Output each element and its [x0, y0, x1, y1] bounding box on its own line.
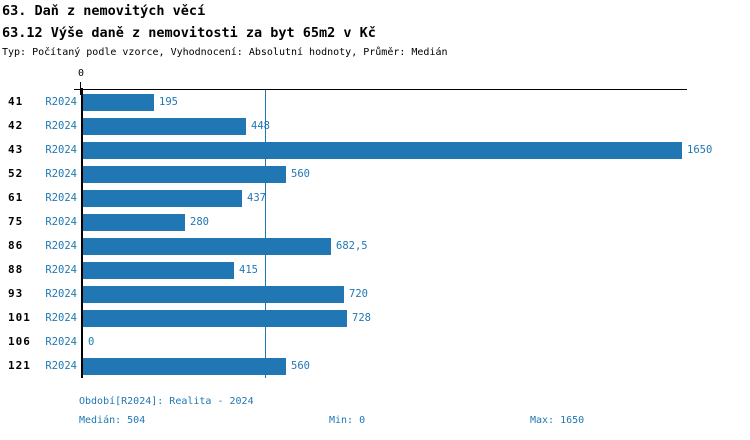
value-label: 682,5	[336, 240, 368, 252]
footer-median: Medián: 504	[79, 415, 146, 426]
value-label: 0	[88, 336, 95, 348]
row-series-label: R2024	[45, 336, 77, 348]
footer-min: Min: 0	[329, 415, 366, 426]
value-label: 415	[239, 264, 258, 276]
table-row: 75 R2024 280	[0, 210, 750, 234]
row-series-label: R2024	[45, 216, 77, 228]
value-bar	[83, 165, 286, 183]
median-reference-line	[265, 90, 266, 378]
row-id-label: 86	[8, 239, 24, 252]
table-row: 88 R2024 415	[0, 258, 750, 282]
value-label: 728	[352, 312, 371, 324]
footer-period: Období[R2024]: Realita - 2024	[79, 396, 254, 407]
row-id-label: 101	[8, 311, 31, 324]
row-series-label: R2024	[45, 192, 77, 204]
row-id-label: 88	[8, 263, 24, 276]
value-label: 448	[251, 120, 270, 132]
value-label: 560	[291, 168, 310, 180]
page-title: 63. Daň z nemovitých věcí	[2, 3, 206, 19]
row-series-label: R2024	[45, 288, 77, 300]
row-series-label: R2024	[45, 120, 77, 132]
value-label: 437	[247, 192, 266, 204]
row-series-label: R2024	[45, 144, 77, 156]
table-row: 93 R2024 720	[0, 282, 750, 306]
x-axis-tick-mark	[80, 82, 81, 95]
row-id-label: 61	[8, 191, 24, 204]
table-row: 101 R2024 728	[0, 306, 750, 330]
table-row: 61 R2024 437	[0, 186, 750, 210]
value-label: 560	[291, 360, 310, 372]
row-id-label: 75	[8, 215, 24, 228]
row-series-label: R2024	[45, 360, 77, 372]
table-row: 43 R2024 1650	[0, 138, 750, 162]
value-bar	[83, 93, 154, 111]
row-id-label: 43	[8, 143, 24, 156]
value-bar	[83, 141, 682, 159]
row-id-label: 121	[8, 359, 31, 372]
row-id-label: 42	[8, 119, 24, 132]
x-axis-line	[74, 89, 687, 90]
row-series-label: R2024	[45, 168, 77, 180]
table-row: 52 R2024 560	[0, 162, 750, 186]
row-id-label: 106	[8, 335, 31, 348]
value-label: 1650	[687, 144, 713, 156]
row-series-label: R2024	[45, 96, 77, 108]
y-axis-line	[81, 88, 83, 378]
chart-meta: Typ: Počítaný podle vzorce, Vyhodnocení:…	[2, 47, 448, 58]
table-row: 86 R2024 682,5	[0, 234, 750, 258]
value-label: 280	[190, 216, 209, 228]
row-series-label: R2024	[45, 264, 77, 276]
value-bar	[83, 237, 331, 255]
table-row: 41 R2024 195	[0, 90, 750, 114]
row-series-label: R2024	[45, 312, 77, 324]
value-bar	[83, 189, 242, 207]
value-label: 720	[349, 288, 368, 300]
table-row: 42 R2024 448	[0, 114, 750, 138]
value-bar	[83, 309, 347, 327]
value-bar	[83, 285, 344, 303]
page-subtitle: 63.12 Výše daně z nemovitosti za byt 65m…	[2, 25, 376, 41]
row-id-label: 52	[8, 167, 24, 180]
value-bar	[83, 357, 286, 375]
row-id-label: 93	[8, 287, 24, 300]
row-id-label: 41	[8, 95, 24, 108]
x-axis-tick-label: 0	[77, 68, 85, 79]
footer-max: Max: 1650	[530, 415, 585, 426]
value-bar	[83, 213, 185, 231]
table-row: 121 R2024 560	[0, 354, 750, 378]
value-bar	[83, 261, 234, 279]
value-label: 195	[159, 96, 178, 108]
table-row: 106 R2024 0	[0, 330, 750, 354]
row-series-label: R2024	[45, 240, 77, 252]
value-bar	[83, 117, 246, 135]
